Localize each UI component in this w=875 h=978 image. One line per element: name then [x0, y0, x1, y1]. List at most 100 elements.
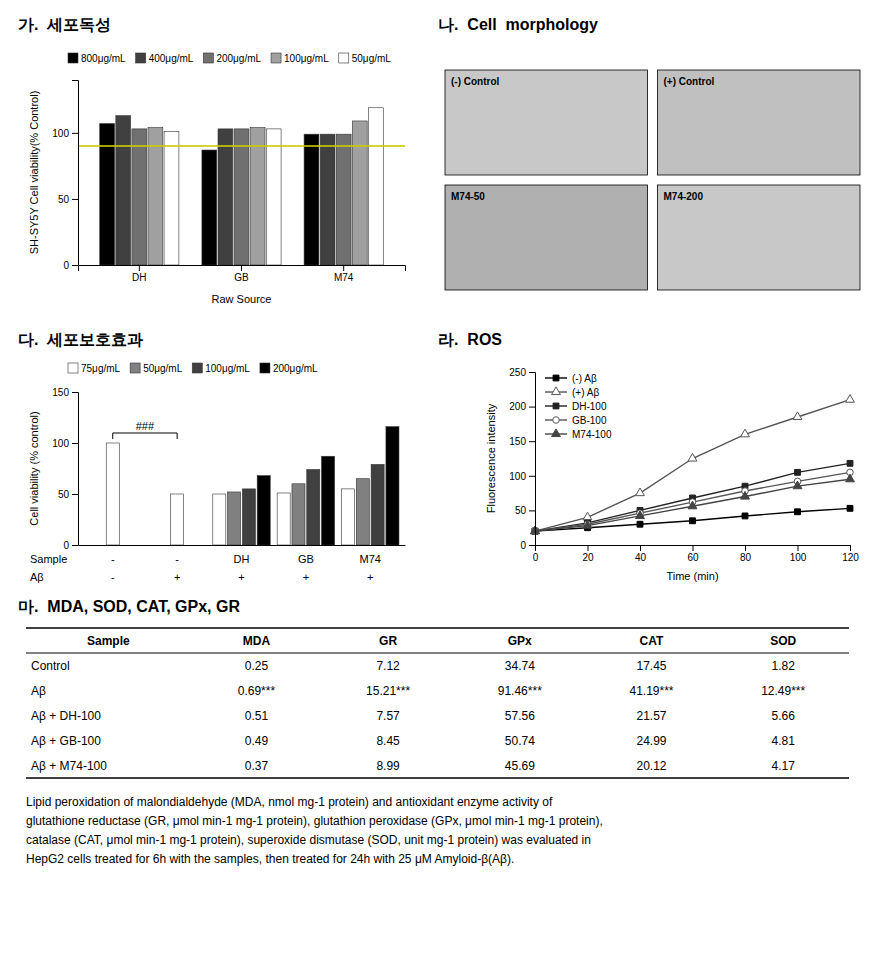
point [847, 460, 853, 466]
table-cell: Aβ [31, 684, 46, 698]
tick-mark [72, 494, 78, 495]
legend-swatch [271, 53, 281, 63]
caption: HepG2 cells treated for 6h with the samp… [26, 852, 514, 866]
table-cell: 8.99 [376, 759, 400, 773]
axis-line [79, 545, 406, 546]
bar [277, 493, 290, 545]
y-axis: 050100150 [52, 387, 78, 551]
axis-line [79, 266, 406, 272]
tick-mark [72, 545, 78, 546]
row-label: Sample [30, 553, 67, 565]
legend-marker [552, 387, 561, 395]
bar [132, 129, 147, 265]
tick-mark [535, 545, 536, 551]
legend-item: 100μg/mL [192, 363, 250, 374]
table-cell: 91.46*** [498, 684, 542, 698]
x-axis [79, 545, 406, 546]
table-cell: 7.57 [376, 709, 400, 723]
plot-area [78, 108, 405, 265]
bar [320, 134, 335, 265]
bar [257, 476, 270, 545]
bracket [113, 433, 177, 439]
category-label: - [175, 553, 179, 565]
tick: 60 [687, 545, 699, 563]
bar [106, 443, 119, 545]
bar [342, 489, 355, 545]
tick: 120 [842, 545, 859, 563]
tick-mark [139, 265, 140, 271]
line [535, 463, 850, 531]
tick-label: 80 [740, 552, 752, 563]
legend-item: M74-100 [545, 429, 612, 440]
point [688, 453, 697, 461]
image-placeholder [445, 185, 648, 290]
table-header: SOD [770, 634, 796, 648]
tick-mark [588, 545, 589, 551]
table-header: GPx [508, 634, 532, 648]
image-label: (+) Control [664, 76, 715, 87]
bar [171, 494, 184, 545]
tick-label: 100 [509, 471, 526, 482]
tick-mark [640, 545, 641, 551]
tick-mark [529, 510, 535, 511]
legend-marker [553, 417, 560, 424]
legend-swatch [192, 363, 202, 373]
table-rule [26, 627, 849, 629]
tick-label: 100 [790, 552, 807, 563]
tick: 50 [58, 194, 78, 205]
axis-line [529, 373, 536, 546]
panel-title: 라. ROS [438, 331, 502, 348]
table-cell: Aβ + GB-100 [31, 734, 101, 748]
tick-mark [693, 545, 694, 551]
tick-mark [343, 265, 344, 271]
tick-label: 250 [509, 367, 526, 378]
legend-label: 100μg/mL [205, 363, 250, 374]
bar [100, 124, 115, 265]
tick-label: 100 [52, 438, 69, 449]
legend-label: 200μg/mL [216, 53, 261, 64]
axis-line [72, 393, 79, 546]
legend-label: 200μg/mL [273, 363, 318, 374]
bar [336, 134, 351, 265]
point [793, 481, 802, 489]
bar [242, 489, 255, 545]
tick-label: 20 [582, 552, 594, 563]
legend-item: 100μg/mL [271, 53, 329, 64]
point [795, 509, 801, 515]
legend-item: (+) Aβ [545, 387, 599, 398]
tick-mark [529, 407, 535, 408]
legend-label: DH-100 [572, 401, 607, 412]
table-cell: 24.99 [636, 734, 666, 748]
category-label: M74 [360, 553, 381, 565]
tick-label: 50 [515, 505, 527, 516]
tick-label: 120 [842, 552, 859, 563]
category-label: + [174, 571, 180, 583]
legend-item: DH-100 [545, 401, 607, 412]
legend-label: 800μg/mL [81, 53, 126, 64]
tick-label: 60 [687, 552, 699, 563]
x-axis: 020406080100120 [533, 545, 860, 563]
tick-label: 200 [509, 401, 526, 412]
tick-label: 50 [58, 194, 70, 205]
bar [218, 129, 233, 265]
bar [292, 484, 305, 545]
tick-label: M74 [334, 272, 354, 283]
bar [304, 134, 319, 265]
bar [213, 494, 226, 545]
legend-item: GB-100 [545, 415, 607, 426]
point [741, 491, 750, 499]
x-axis-title: Time (min) [666, 570, 718, 582]
plot-area [531, 395, 855, 535]
tick: 150 [52, 387, 78, 398]
bar [164, 132, 179, 265]
tick-label: 100 [52, 128, 69, 139]
bar [228, 492, 241, 545]
legend-label: M74-100 [572, 429, 612, 440]
category-label: + [303, 571, 309, 583]
tick-mark [72, 265, 78, 266]
tick: 50 [515, 505, 535, 516]
category-label: DH [234, 553, 250, 565]
image-label: M74-50 [451, 191, 485, 202]
bar [368, 108, 383, 265]
category-label: + [367, 571, 373, 583]
